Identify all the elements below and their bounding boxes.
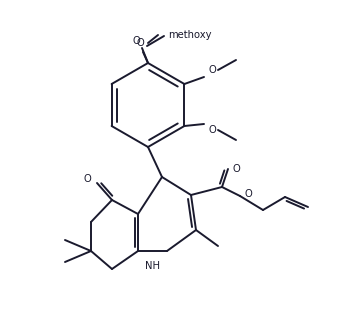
Text: O: O	[136, 38, 144, 48]
Text: O: O	[132, 36, 140, 46]
Text: O: O	[208, 65, 216, 75]
Text: O: O	[244, 189, 252, 199]
Text: methoxy: methoxy	[168, 30, 212, 40]
Text: O: O	[208, 125, 216, 135]
Text: NH: NH	[146, 261, 160, 271]
Text: O: O	[232, 164, 240, 174]
Text: O: O	[83, 174, 91, 184]
